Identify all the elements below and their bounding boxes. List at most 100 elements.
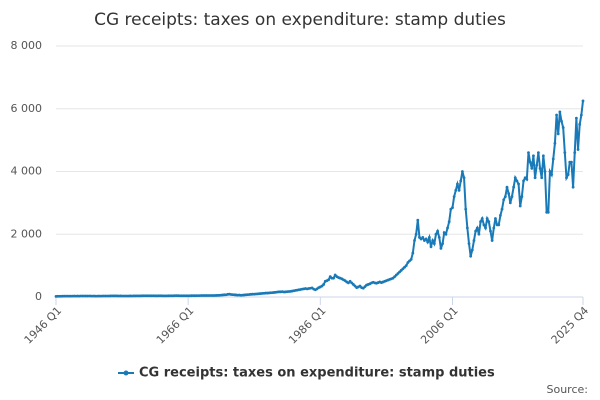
point: [409, 257, 413, 261]
point: [571, 185, 575, 189]
y-tick-label: 4 000: [11, 165, 43, 178]
point: [322, 283, 326, 286]
point: [482, 223, 486, 227]
point: [522, 179, 525, 183]
x-tick-label: 1986 Q1: [286, 304, 329, 347]
point: [515, 179, 519, 183]
point: [437, 235, 441, 239]
point: [465, 226, 469, 230]
point: [555, 113, 558, 117]
point: [424, 237, 428, 241]
chart-title: CG receipts: taxes on expenditure: stamp…: [94, 10, 506, 30]
point: [556, 132, 560, 136]
point: [517, 182, 520, 186]
point: [441, 242, 444, 246]
point: [535, 163, 539, 167]
point: [543, 170, 547, 173]
point: [525, 177, 529, 181]
point: [503, 195, 507, 199]
point: [485, 217, 489, 220]
point: [553, 141, 557, 145]
point: [446, 226, 449, 230]
point: [581, 99, 585, 103]
point: [436, 229, 440, 233]
point: [474, 229, 478, 233]
legend-label: CG receipts: taxes on expenditure: stamp…: [139, 366, 495, 381]
point: [513, 176, 517, 180]
point: [510, 195, 514, 199]
point: [546, 210, 550, 214]
point: [492, 226, 496, 230]
point: [508, 201, 512, 205]
point: [518, 204, 522, 208]
point: [480, 217, 484, 220]
point: [462, 176, 466, 180]
point: [505, 185, 509, 189]
point: [426, 240, 430, 244]
point: [464, 207, 468, 211]
point: [452, 195, 456, 199]
point: [469, 254, 473, 258]
point: [578, 123, 582, 126]
point: [479, 220, 482, 224]
point: [444, 232, 448, 236]
point: [427, 235, 431, 239]
point: [447, 220, 451, 224]
point: [429, 245, 433, 249]
point: [490, 239, 494, 242]
point: [540, 176, 544, 180]
point: [439, 246, 443, 250]
point: [538, 166, 542, 170]
point: [528, 160, 532, 164]
point: [570, 160, 573, 164]
legend-marker: [123, 370, 129, 376]
point: [432, 242, 436, 246]
point: [576, 148, 580, 151]
point: [551, 157, 555, 161]
point: [512, 185, 516, 189]
x-tick-label: 2006 Q1: [418, 304, 461, 347]
point: [416, 218, 420, 222]
point: [421, 235, 425, 239]
point: [497, 223, 501, 227]
point: [498, 214, 502, 217]
point: [507, 192, 511, 195]
point: [502, 198, 506, 202]
point: [467, 242, 471, 246]
point: [470, 248, 474, 252]
point: [472, 239, 476, 242]
point: [561, 126, 565, 129]
point: [451, 206, 454, 209]
point: [431, 239, 435, 242]
x-tick-label: 1966 Q1: [154, 304, 197, 347]
point: [532, 154, 535, 158]
point: [527, 151, 530, 155]
point: [411, 251, 415, 255]
point: [454, 188, 458, 192]
point: [550, 173, 554, 177]
point: [457, 188, 461, 192]
point: [533, 176, 537, 180]
point: [459, 179, 463, 183]
y-tick-label: 6 000: [11, 102, 43, 115]
point: [579, 113, 583, 117]
point: [414, 232, 418, 236]
point: [477, 232, 481, 236]
y-tick-label: 0: [35, 290, 42, 303]
x-tick-label: 2025 Q4: [549, 304, 592, 347]
point: [332, 276, 335, 280]
point: [494, 217, 497, 220]
point: [541, 154, 545, 158]
x-tick-label: 1946 Q1: [22, 304, 65, 347]
point: [500, 207, 504, 211]
point: [456, 182, 459, 186]
point: [558, 110, 562, 114]
y-tick-label: 2 000: [11, 227, 43, 240]
point: [413, 239, 416, 242]
point: [565, 176, 568, 180]
point: [563, 151, 567, 155]
y-tick-label: 8 000: [11, 39, 43, 52]
point: [548, 170, 552, 173]
point: [536, 151, 540, 155]
